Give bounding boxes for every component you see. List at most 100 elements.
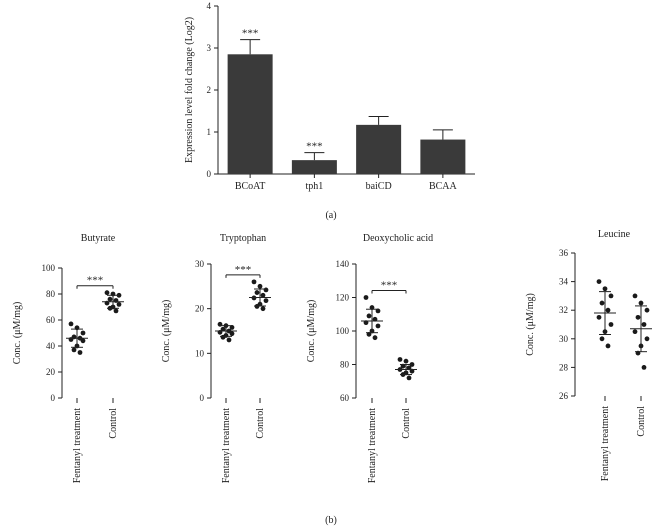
y-tick-label: 20 [46,367,56,377]
panel-label-a: (a) [325,210,336,221]
data-point [366,313,372,319]
y-tick-label: 0 [207,169,212,179]
data-point [403,358,409,364]
data-point [77,350,83,355]
data-point [68,321,74,327]
significance-label: *** [381,280,398,292]
significance-label: *** [235,264,252,276]
data-point [260,292,266,298]
data-point [608,322,614,327]
y-axis-label: Expression level fold change (Log2) [184,17,195,163]
y-tick-label: 34 [559,277,569,287]
data-point [596,279,602,284]
data-point [229,325,235,330]
x-tick-label: baiCD [366,181,392,192]
y-tick-label: 120 [336,293,350,303]
x-tick-label: tph1 [305,181,323,192]
y-tick-label: 40 [46,341,56,351]
x-tick-label: BCoAT [235,181,266,192]
chart-title: Butyrate [81,233,116,244]
y-tick-label: 60 [340,393,350,403]
y-axis-label: Conc. (μM/mg) [525,293,536,356]
chart-title: Tryptophan [220,233,266,244]
data-point [635,314,641,320]
data-point [644,307,650,313]
bar [291,160,337,174]
data-point [605,307,611,313]
data-point [363,295,369,300]
significance-label: *** [306,141,323,153]
x-tick-label: Fentanyl treatment [72,408,83,483]
data-point [226,337,232,343]
y-tick-label: 60 [46,315,56,325]
data-point [263,287,269,293]
y-tick-label: 30 [195,259,205,269]
data-point [80,338,86,344]
data-point [406,375,412,381]
data-point [596,314,602,320]
bar [227,54,273,174]
y-tick-label: 0 [200,393,205,403]
data-point [397,357,403,362]
y-tick-label: 140 [336,259,350,269]
data-point [641,365,647,370]
data-point [116,302,122,307]
data-point [260,306,266,312]
y-tick-label: 26 [559,391,569,401]
y-tick-label: 10 [195,348,205,358]
y-axis-label: Conc. (μM/mg) [12,302,23,365]
data-point [104,290,110,296]
data-point [251,279,257,285]
y-tick-label: 36 [559,248,569,258]
data-point [638,300,644,306]
data-point [641,322,647,327]
x-tick-label: Fentanyl treatment [600,406,611,481]
data-point [644,336,650,342]
y-tick-label: 20 [195,304,205,314]
y-tick-label: 2 [207,85,212,95]
data-point [80,330,86,336]
x-tick-label: Fentanyl treatment [367,408,378,483]
y-tick-label: 30 [559,334,569,344]
y-tick-label: 80 [46,289,56,299]
y-tick-label: 28 [559,362,569,372]
x-tick-label: Control [636,406,647,437]
significance-label: *** [87,275,104,287]
data-point [605,343,611,349]
y-tick-label: 100 [336,326,350,336]
data-point [107,296,113,302]
data-point [220,326,226,332]
y-tick-label: 0 [51,393,56,403]
panel-label-b: (b) [325,515,337,526]
bar [420,139,466,174]
x-tick-label: Control [401,408,412,439]
data-point [632,293,638,299]
chart-title: Leucine [598,229,631,240]
chart-title: Deoxycholic acid [363,233,433,244]
y-tick-label: 100 [42,263,56,273]
x-tick-label: Fentanyl treatment [221,408,232,483]
y-tick-label: 1 [207,127,212,137]
data-point [608,293,614,299]
data-point [263,298,269,304]
data-point [632,329,638,335]
data-point [71,347,77,353]
data-point [113,308,119,314]
bar [356,124,402,174]
x-tick-label: BCAA [429,181,458,192]
y-tick-label: 32 [559,305,568,315]
significance-label: *** [242,28,259,40]
y-tick-label: 3 [207,43,212,53]
y-axis-label: Conc. (μM/mg) [306,300,317,363]
data-point [375,323,381,329]
x-tick-label: Control [108,408,119,439]
y-tick-label: 80 [340,360,350,370]
data-point [372,335,378,341]
data-point [254,290,260,295]
data-point [602,286,608,292]
y-axis-label: Conc. (μM/mg) [161,300,172,363]
y-tick-label: 4 [207,1,212,11]
x-tick-label: Control [255,408,266,439]
data-point [599,336,605,342]
